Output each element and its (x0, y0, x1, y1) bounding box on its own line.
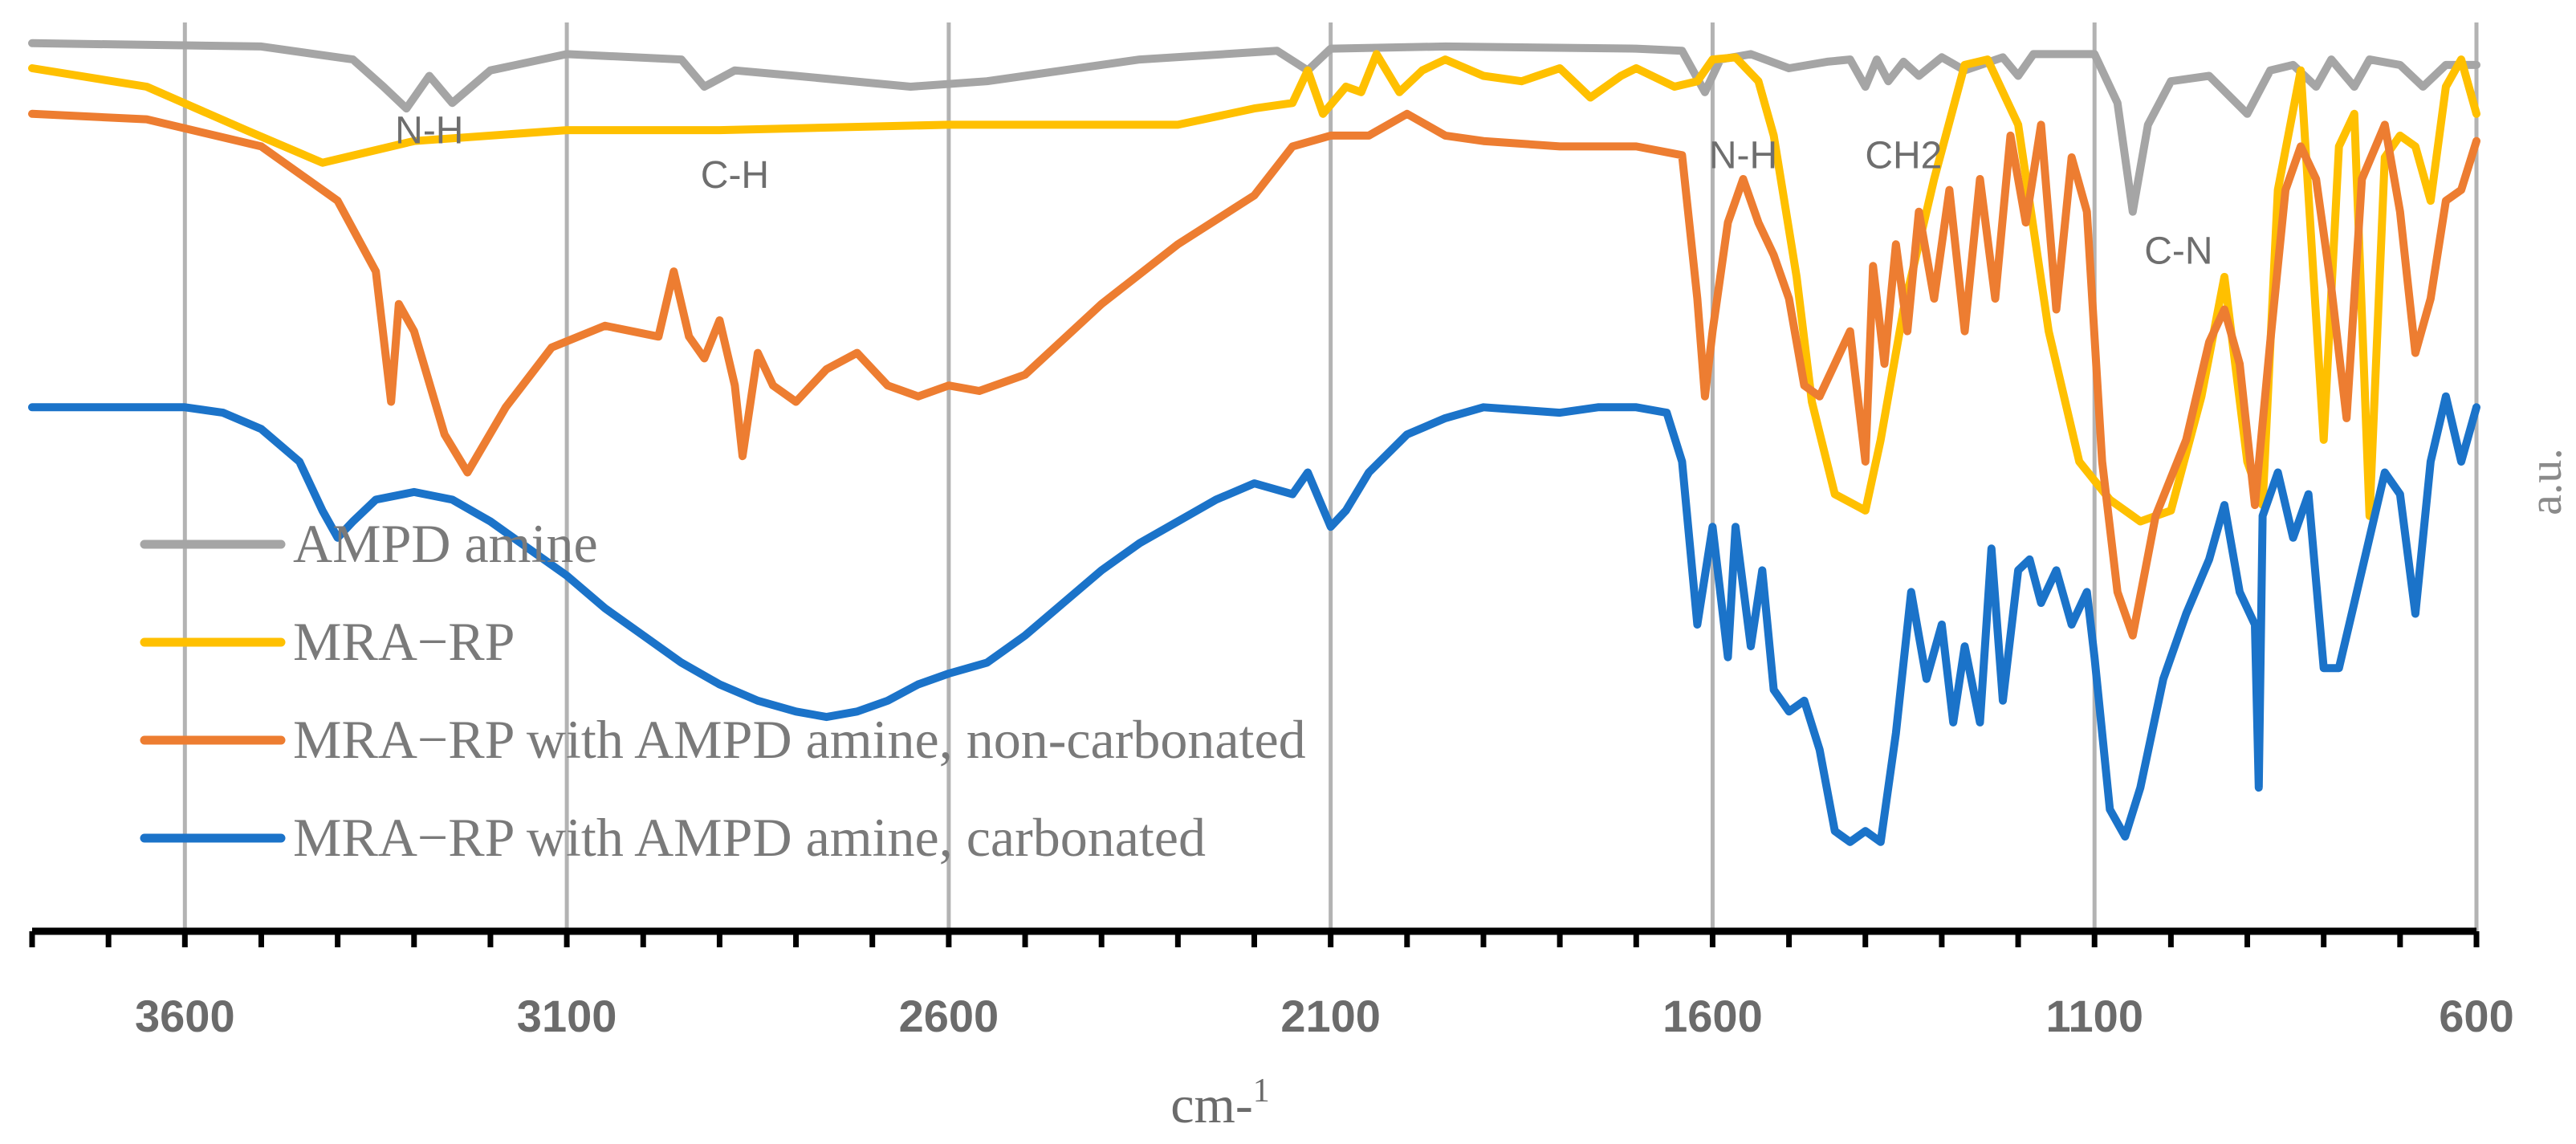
x-tick-label-3100: 3100 (517, 991, 617, 1041)
x-tick-label-2100: 2100 (1280, 991, 1381, 1041)
annotation-1: N-H (395, 109, 463, 152)
annotation-5: C-N (2144, 230, 2212, 273)
x-axis: 3600 3100 2600 2100 1600 1100 600 (29, 927, 2514, 1041)
peak-annotations: N-H C-H N-H CH2 C-N (395, 109, 2212, 272)
annotation-2: C-H (701, 154, 769, 197)
annotation-3: N-H (1709, 135, 1777, 177)
series-line-4 (28, 392, 2480, 846)
x-tick-label-2600: 2600 (899, 991, 999, 1041)
legend-label-4: MRA−RP with AMPD amine, carbonated (293, 807, 1206, 868)
series-line-3 (28, 109, 2480, 640)
vertical-gridlines (182, 22, 2479, 931)
x-tick-label-1100: 1100 (2045, 991, 2143, 1041)
y-axis-title: a.u. (2519, 448, 2571, 515)
series-line-1 (28, 39, 2480, 216)
annotation-4: CH2 (1865, 135, 1942, 177)
legend-label-1: AMPD amine (293, 513, 598, 574)
legend-label-3: MRA−RP with AMPD amine, non-carbonated (293, 709, 1306, 770)
x-tick-label-1600: 1600 (1662, 991, 1763, 1041)
x-axis-title: cm-1 (1170, 1073, 1270, 1134)
legend: AMPD amine MRA−RP MRA−RP with AMPD amine, … (140, 513, 1306, 868)
series-line-2 (28, 50, 2480, 526)
series-layer (28, 39, 2480, 846)
x-tick-label-600: 600 (2439, 991, 2513, 1041)
legend-label-2: MRA−RP (293, 611, 515, 672)
x-tick-label-3600: 3600 (135, 991, 235, 1041)
